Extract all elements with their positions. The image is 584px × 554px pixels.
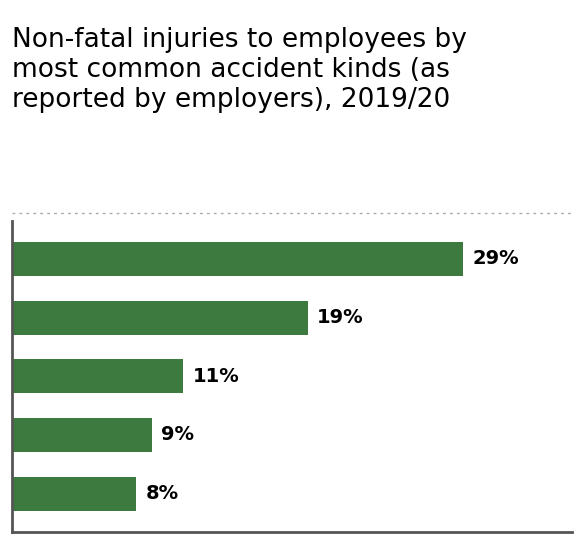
Text: Non-fatal injuries to employees by
most common accident kinds (as
reported by em: Non-fatal injuries to employees by most …	[12, 27, 467, 113]
Text: 11%: 11%	[192, 367, 239, 386]
Bar	[12, 242, 463, 276]
Text: 19%: 19%	[317, 308, 364, 327]
Text: 8%: 8%	[145, 484, 179, 503]
Bar	[12, 418, 152, 452]
Bar	[12, 360, 183, 393]
Text: 9%: 9%	[161, 425, 194, 444]
Bar	[12, 476, 136, 511]
Bar	[12, 301, 308, 335]
Text: 29%: 29%	[472, 249, 519, 269]
